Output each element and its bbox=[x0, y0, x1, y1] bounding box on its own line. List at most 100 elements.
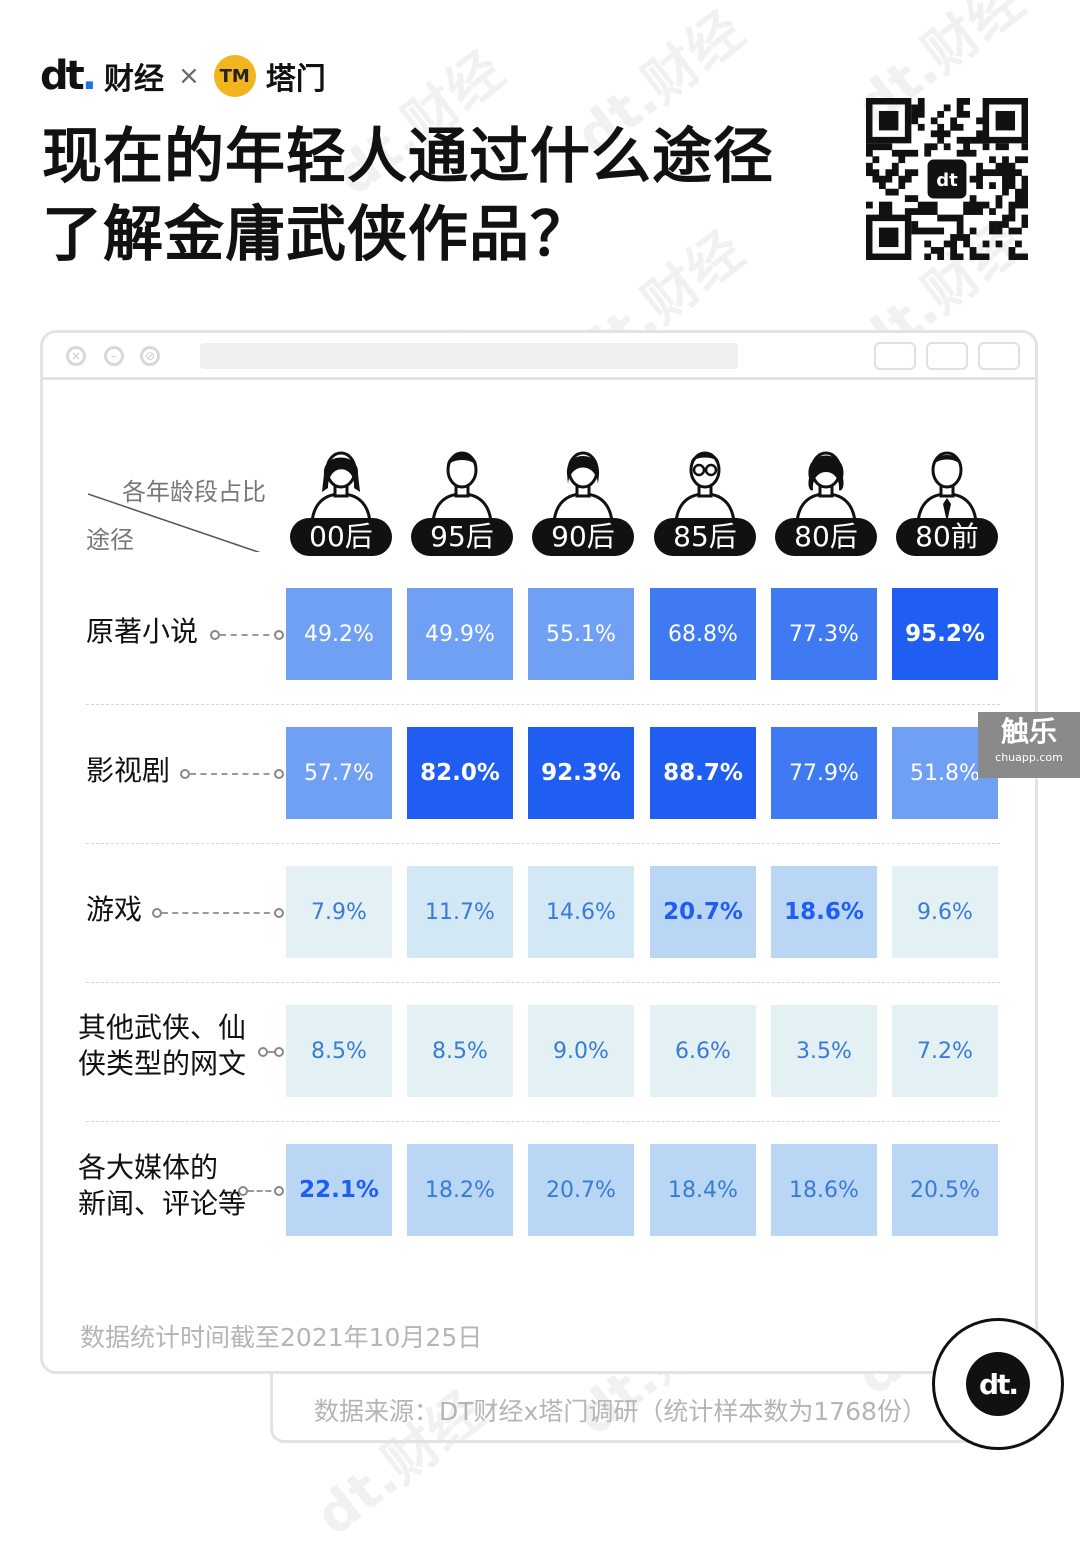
title-line-1: 现在的年轻人通过什么途径 bbox=[42, 122, 774, 192]
connector-dot bbox=[274, 908, 284, 918]
connector-dot bbox=[274, 1047, 284, 1057]
corner-diagonal-line bbox=[88, 493, 261, 552]
dt-logo: dt. bbox=[40, 53, 97, 99]
heatmap-cell: 7.2% bbox=[892, 1005, 998, 1097]
heatmap-cell: 20.5% bbox=[892, 1144, 998, 1236]
heatmap-cell: 55.1% bbox=[528, 588, 634, 680]
data-source: 数据来源：DT财经x塔门调研（统计样本数为1768份） bbox=[314, 1397, 927, 1426]
heatmap-cell: 18.6% bbox=[771, 1144, 877, 1236]
corner-label-left: 途径 bbox=[86, 526, 134, 554]
chuapp-name: 触乐 bbox=[1000, 715, 1057, 748]
connector-line bbox=[248, 1190, 280, 1192]
chuapp-url: chuapp.com bbox=[995, 751, 1063, 764]
heatmap-cell: 6.6% bbox=[650, 1005, 756, 1097]
person-avatar-icon bbox=[795, 451, 857, 522]
tamen-logo-icon: TM bbox=[213, 55, 256, 97]
heatmap-cell: 68.8% bbox=[650, 588, 756, 680]
qr-code-icon[interactable]: dt bbox=[866, 98, 1028, 260]
brand-name: 财经 bbox=[103, 62, 164, 97]
heatmap-cell: 77.9% bbox=[771, 727, 877, 819]
age-column-header: 85后 bbox=[652, 444, 758, 556]
chuapp-badge: 触乐 chuapp.com bbox=[978, 712, 1080, 778]
age-column-header: 95后 bbox=[409, 444, 515, 556]
age-group-label: 85后 bbox=[654, 518, 756, 556]
heatmap-cell: 92.3% bbox=[528, 727, 634, 819]
heatmap-cell: 9.0% bbox=[528, 1005, 634, 1097]
close-icon[interactable]: × bbox=[66, 346, 86, 366]
age-group-label: 00后 bbox=[290, 518, 392, 556]
connector-dot bbox=[274, 1186, 284, 1196]
heatmap-cell: 18.2% bbox=[407, 1144, 513, 1236]
row-label: 各大媒体的 新闻、评论等 bbox=[78, 1150, 246, 1222]
svg-text:dt: dt bbox=[936, 170, 958, 191]
heatmap-cell: 14.6% bbox=[528, 866, 634, 958]
window-button[interactable] bbox=[978, 342, 1020, 370]
heatmap-cell: 22.1% bbox=[286, 1144, 392, 1236]
heatmap-cell: 18.4% bbox=[650, 1144, 756, 1236]
heatmap-cell: 57.7% bbox=[286, 727, 392, 819]
brand-separator: × bbox=[177, 61, 200, 91]
age-column-header: 80前 bbox=[894, 444, 1000, 556]
age-group-label: 95后 bbox=[411, 518, 513, 556]
row-label-line: 各大媒体的 bbox=[78, 1151, 219, 1184]
record-button[interactable] bbox=[874, 342, 916, 370]
heatmap-cell: 49.2% bbox=[286, 588, 392, 680]
connector-dot bbox=[274, 769, 284, 779]
row-label: 其他武侠、仙 侠类型的网文 bbox=[78, 1010, 246, 1082]
data-cutoff-note: 数据统计时间截至2021年10月25日 bbox=[80, 1323, 483, 1352]
age-group-label: 90后 bbox=[532, 518, 634, 556]
heatmap-cell: 49.9% bbox=[407, 588, 513, 680]
heatmap-cell: 8.5% bbox=[407, 1005, 513, 1097]
heatmap-cell: 18.6% bbox=[771, 866, 877, 958]
heatmap-cell: 20.7% bbox=[650, 866, 756, 958]
title-line-2: 了解金庸武侠作品？ bbox=[42, 200, 591, 270]
row-separator bbox=[86, 704, 1000, 705]
row-separator bbox=[86, 843, 1000, 844]
person-avatar-icon bbox=[431, 451, 493, 522]
share-button[interactable] bbox=[926, 342, 968, 370]
minimize-icon[interactable]: – bbox=[104, 346, 124, 366]
connector-dot bbox=[152, 908, 162, 918]
age-column-header: 90后 bbox=[530, 444, 636, 556]
partner-name: 塔门 bbox=[265, 62, 326, 97]
maximize-icon[interactable]: ⊘ bbox=[140, 346, 160, 366]
brand-header: dt. 财经 × TM 塔门 bbox=[40, 52, 326, 100]
row-label: 影视剧 bbox=[86, 754, 171, 787]
row-label-line: 新闻、评论等 bbox=[78, 1187, 247, 1220]
person-avatar-icon bbox=[310, 451, 372, 522]
connector-line bbox=[190, 773, 280, 775]
dt-corner-logo-ring bbox=[932, 1318, 1064, 1450]
row-label: 原著小说 bbox=[86, 615, 199, 648]
connector-dot bbox=[180, 769, 190, 779]
heatmap-cell: 20.7% bbox=[528, 1144, 634, 1236]
heatmap-cell: 9.6% bbox=[892, 866, 998, 958]
connector-line bbox=[220, 634, 280, 636]
address-bar[interactable] bbox=[200, 343, 738, 369]
age-group-label: 80后 bbox=[775, 518, 877, 556]
page-title: 现在的年轻人通过什么途径 了解金庸武侠作品？ bbox=[42, 118, 774, 274]
connector-dot bbox=[210, 630, 220, 640]
heatmap-cell: 88.7% bbox=[650, 727, 756, 819]
row-label: 游戏 bbox=[86, 893, 143, 926]
connector-dot bbox=[274, 630, 284, 640]
person-avatar-icon bbox=[916, 451, 978, 522]
row-separator bbox=[86, 982, 1000, 983]
age-group-label: 80前 bbox=[896, 518, 998, 556]
row-separator bbox=[86, 1121, 1000, 1122]
corner-label-top: 各年龄段占比 bbox=[122, 478, 266, 506]
person-avatar-icon bbox=[552, 451, 614, 522]
connector-dot bbox=[238, 1186, 248, 1196]
connector-line bbox=[162, 912, 280, 914]
heatmap-cell: 7.9% bbox=[286, 866, 392, 958]
row-label-line: 侠类型的网文 bbox=[78, 1047, 247, 1080]
heatmap-cell: 3.5% bbox=[771, 1005, 877, 1097]
person-avatar-icon bbox=[674, 451, 736, 522]
heatmap-cell: 82.0% bbox=[407, 727, 513, 819]
heatmap-cell: 95.2% bbox=[892, 588, 998, 680]
heatmap-cell: 77.3% bbox=[771, 588, 877, 680]
dt-corner-logo: dt. bbox=[966, 1352, 1030, 1416]
age-column-header: 80后 bbox=[773, 444, 879, 556]
row-label-line: 其他武侠、仙 bbox=[78, 1011, 247, 1044]
window-title-bar bbox=[40, 330, 1038, 380]
heatmap-cell: 11.7% bbox=[407, 866, 513, 958]
